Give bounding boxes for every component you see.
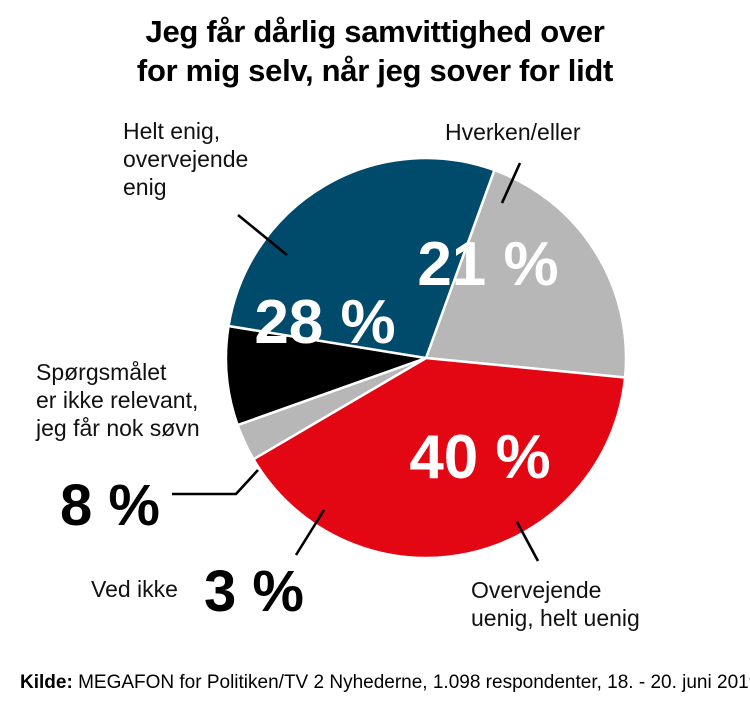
leader-line <box>294 509 326 556</box>
pie-slice <box>252 356 627 560</box>
source-prefix: Kilde: <box>20 672 73 693</box>
leader-line <box>237 213 288 257</box>
slice-category-label: Ved ikke <box>91 576 178 602</box>
leader-lines <box>172 162 540 562</box>
slice-category-label-line: Spørgsmålet <box>36 359 167 385</box>
slice-category-label-line: enig <box>123 174 166 200</box>
slice-category-label-line: overvejende <box>123 146 248 172</box>
slice-category-label-line: Overvejende <box>471 577 601 603</box>
chart-title-line-2: for mig selv, når jeg sover for lidt <box>136 53 614 88</box>
slice-category-label-line: Ved ikke <box>91 576 178 602</box>
slice-category-label-line: Helt enig, <box>123 118 220 144</box>
slice-category-label-line: uenig, helt uenig <box>471 605 640 631</box>
leader-line <box>515 521 540 562</box>
source-note: Kilde: MEGAFON for Politiken/TV 2 Nyhede… <box>20 672 750 694</box>
chart-title-line-1: Jeg får dårlig samvittighed over <box>145 14 605 49</box>
slice-value-label: 28 % <box>254 288 395 357</box>
leader-line <box>172 469 259 496</box>
leader-line <box>500 162 522 204</box>
slice-value-label: 40 % <box>409 423 550 492</box>
slice-value-label: 3 % <box>204 559 304 624</box>
slice-category-label-line: Hverken/eller <box>445 119 581 145</box>
slice-category-label-line: er ikke relevant, <box>36 387 198 413</box>
source-text: MEGAFON for Politiken/TV 2 Nyhederne, 1.… <box>78 672 750 693</box>
chart-title: Jeg får dårlig samvittighed over for mig… <box>0 12 750 90</box>
slice-value-label: 21 % <box>417 230 558 299</box>
slice-category-label: Overvejende uenig, helt uenig <box>471 577 640 631</box>
slice-category-label: Spørgsmålet er ikke relevant, jeg får nok … <box>35 359 200 441</box>
pie-slice <box>227 156 496 360</box>
slice-category-label-line: jeg får nok søvn <box>35 415 200 441</box>
slice-labels: Hverken/eller 21 % Overvejende uenig, helt … <box>35 118 640 631</box>
pie-slices <box>224 156 628 560</box>
slice-value-label: 8 % <box>60 473 160 538</box>
slice-category-label: Helt enig, overvejende enig <box>123 118 248 200</box>
slice-category-label: Hverken/eller <box>445 119 581 145</box>
